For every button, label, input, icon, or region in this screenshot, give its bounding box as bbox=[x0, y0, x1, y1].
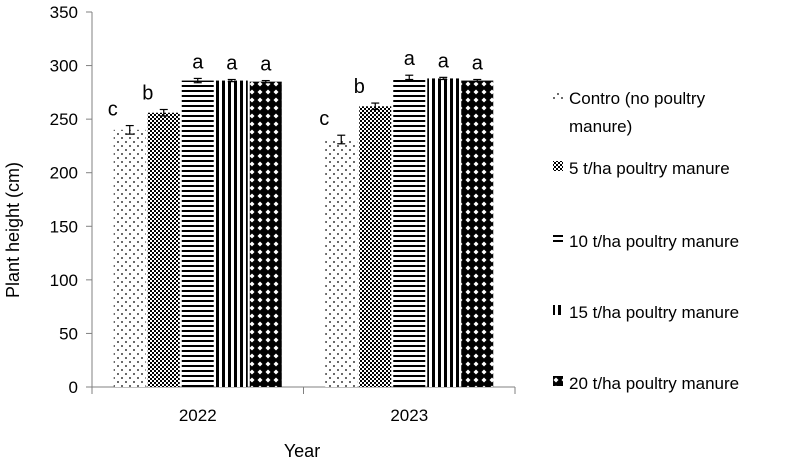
bar bbox=[325, 139, 358, 387]
significance-label: c bbox=[319, 108, 329, 130]
bar bbox=[249, 81, 282, 388]
legend-label: 15 t/ha poultry manure bbox=[569, 303, 739, 322]
significance-label: a bbox=[260, 54, 272, 76]
legend-swatch bbox=[553, 91, 563, 101]
legend-label: 10 t/ha poultry manure bbox=[569, 232, 739, 251]
significance-label: a bbox=[472, 53, 484, 75]
y-tick-label: 350 bbox=[50, 3, 78, 22]
bar bbox=[181, 80, 214, 388]
x-tick-label: 2023 bbox=[390, 406, 428, 425]
legend-item: 5 t/ha poultry manure bbox=[553, 159, 730, 178]
bar bbox=[359, 106, 392, 388]
legend-swatch bbox=[553, 305, 563, 315]
y-tick-label: 0 bbox=[69, 378, 78, 397]
legend-label: 20 t/ha poultry manure bbox=[569, 374, 739, 393]
bar bbox=[215, 80, 248, 388]
significance-label: a bbox=[438, 50, 450, 72]
bar bbox=[461, 80, 494, 388]
legend-item: 15 t/ha poultry manure bbox=[553, 303, 739, 322]
legend-label: 5 t/ha poultry manure bbox=[569, 159, 730, 178]
significance-label: c bbox=[108, 99, 118, 121]
y-axis-title: Plant height (cm) bbox=[3, 162, 23, 298]
x-tick-label: 2022 bbox=[179, 406, 217, 425]
significance-label: a bbox=[226, 53, 238, 75]
legend: Contro (no poultry manure) 5 t/ha poultry … bbox=[553, 89, 739, 393]
bar bbox=[113, 129, 146, 387]
significance-label: b bbox=[142, 83, 153, 105]
bar bbox=[393, 77, 426, 387]
significance-label: a bbox=[192, 51, 204, 73]
bars-group bbox=[113, 74, 494, 388]
y-tick-label: 250 bbox=[50, 110, 78, 129]
y-tick-label: 100 bbox=[50, 271, 78, 290]
legend-swatch bbox=[553, 376, 563, 386]
legend-item: Contro (no poultry manure) bbox=[553, 89, 706, 136]
bar bbox=[427, 78, 460, 387]
significance-label: b bbox=[354, 76, 365, 98]
legend-label-line: Contro (no poultry bbox=[569, 89, 706, 108]
legend-label-line: manure) bbox=[569, 117, 632, 136]
significance-label: a bbox=[404, 48, 416, 70]
legend-label: Contro (no poultry manure) bbox=[569, 89, 706, 136]
legend-item: 20 t/ha poultry manure bbox=[553, 374, 739, 393]
y-tick-label: 300 bbox=[50, 57, 78, 76]
y-tick-label: 150 bbox=[50, 217, 78, 236]
legend-swatch bbox=[553, 234, 563, 244]
bar bbox=[147, 112, 180, 387]
y-tick-label: 200 bbox=[50, 164, 78, 183]
legend-item: 10 t/ha poultry manure bbox=[553, 232, 739, 251]
x-axis-title: Year bbox=[284, 441, 320, 461]
legend-swatch bbox=[553, 161, 563, 171]
axes: 0 50 100 150 200 250 300 350 2022 2023 bbox=[50, 3, 516, 425]
y-tick-label: 50 bbox=[59, 324, 78, 343]
